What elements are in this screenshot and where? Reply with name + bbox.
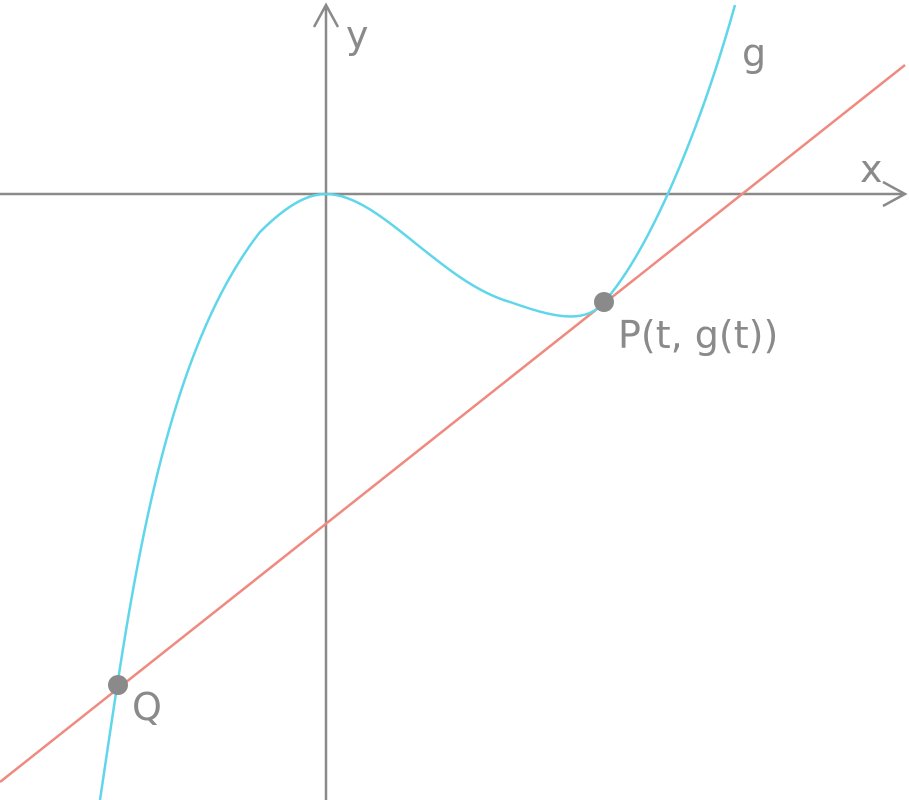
point-p — [594, 292, 614, 312]
x-arrow — [882, 180, 908, 208]
point-q-label: Q — [132, 685, 162, 729]
x-label: x — [860, 147, 883, 191]
curve-g — [98, 4, 737, 800]
point-q — [108, 675, 128, 695]
y-label: y — [346, 13, 369, 57]
y-arrow — [312, 2, 340, 28]
tangent-line — [0, 64, 906, 783]
curve-label: g — [742, 31, 766, 75]
point-p-label: P(t, g(t)) — [618, 313, 778, 357]
